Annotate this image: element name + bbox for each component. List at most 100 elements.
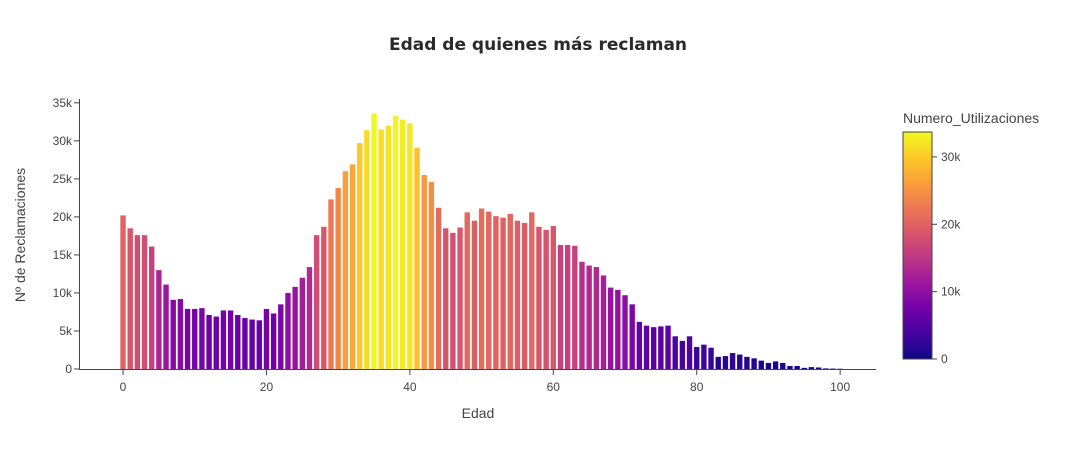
bar[interactable] — [751, 358, 757, 369]
bar[interactable] — [529, 212, 535, 369]
bar[interactable] — [658, 326, 664, 369]
bar[interactable] — [543, 229, 549, 369]
bar[interactable] — [192, 308, 198, 369]
bar[interactable] — [808, 367, 815, 369]
colorbar: 0 10k 20k 30k — [902, 131, 961, 366]
bar[interactable] — [392, 115, 399, 369]
bar[interactable] — [665, 325, 671, 369]
bar[interactable] — [557, 245, 564, 369]
bar[interactable] — [443, 228, 449, 369]
bar[interactable] — [694, 346, 700, 369]
bar[interactable] — [378, 129, 384, 369]
bar[interactable] — [794, 365, 800, 369]
bar[interactable] — [758, 360, 764, 369]
bar[interactable] — [464, 212, 470, 369]
bar[interactable] — [292, 286, 298, 369]
bar[interactable] — [636, 321, 643, 369]
bar[interactable] — [356, 143, 363, 369]
bar[interactable] — [643, 325, 650, 369]
bar[interactable] — [206, 315, 212, 369]
bar[interactable] — [163, 284, 169, 369]
bar[interactable] — [421, 175, 427, 369]
bar[interactable] — [701, 344, 707, 369]
bar[interactable] — [629, 304, 635, 369]
bar[interactable] — [385, 125, 392, 370]
bar[interactable] — [579, 261, 585, 369]
bar[interactable] — [507, 213, 513, 369]
bar[interactable] — [134, 235, 141, 369]
bar[interactable] — [120, 215, 126, 369]
bar[interactable] — [772, 361, 779, 369]
bar[interactable] — [686, 336, 693, 369]
bar[interactable] — [787, 365, 793, 369]
bar[interactable] — [364, 130, 370, 369]
bar[interactable] — [744, 356, 750, 369]
bar[interactable] — [478, 208, 485, 369]
bar[interactable] — [615, 289, 621, 369]
bar[interactable] — [400, 119, 406, 369]
bar[interactable] — [414, 147, 420, 369]
bar[interactable] — [457, 227, 463, 369]
bar[interactable] — [737, 354, 743, 369]
bar[interactable] — [622, 295, 628, 369]
bar[interactable] — [170, 299, 176, 369]
bar[interactable] — [708, 347, 714, 369]
bar[interactable] — [564, 245, 571, 369]
bar[interactable] — [679, 340, 686, 369]
bar[interactable] — [270, 313, 277, 369]
bar[interactable] — [780, 362, 786, 369]
bar[interactable] — [199, 308, 205, 369]
bar[interactable] — [493, 216, 499, 369]
bar[interactable] — [256, 320, 262, 369]
bar[interactable] — [514, 220, 521, 369]
bar[interactable] — [349, 164, 356, 369]
bar[interactable] — [815, 367, 822, 369]
bar[interactable] — [765, 362, 772, 369]
bar[interactable] — [823, 368, 829, 369]
bar[interactable] — [371, 113, 377, 369]
bar[interactable] — [156, 270, 162, 369]
bar[interactable] — [285, 292, 291, 369]
bar[interactable] — [486, 211, 492, 369]
bar[interactable] — [521, 222, 528, 369]
bar[interactable] — [722, 356, 729, 369]
bar[interactable] — [213, 316, 219, 369]
bar[interactable] — [227, 310, 234, 369]
bar[interactable] — [342, 171, 349, 369]
bar[interactable] — [729, 353, 736, 369]
bar[interactable] — [428, 181, 435, 369]
bar[interactable] — [536, 226, 542, 369]
bar[interactable] — [184, 308, 191, 369]
bar[interactable] — [263, 308, 270, 369]
bar[interactable] — [550, 226, 556, 369]
bar[interactable] — [600, 275, 607, 369]
bar[interactable] — [500, 217, 506, 369]
bar[interactable] — [407, 123, 413, 369]
bar[interactable] — [593, 267, 600, 369]
bar[interactable] — [149, 246, 155, 369]
bar[interactable] — [801, 367, 807, 369]
bar[interactable] — [715, 356, 721, 369]
bar[interactable] — [607, 287, 614, 369]
bar[interactable] — [572, 245, 578, 369]
bar[interactable] — [127, 228, 133, 369]
bar[interactable] — [249, 319, 255, 369]
bar[interactable] — [450, 232, 456, 369]
bar[interactable] — [672, 336, 678, 369]
bar[interactable] — [242, 318, 248, 369]
bar[interactable] — [321, 226, 327, 369]
bar[interactable] — [313, 235, 320, 369]
bar[interactable] — [299, 277, 305, 369]
bar[interactable] — [471, 220, 478, 369]
bar[interactable] — [435, 207, 442, 369]
bar[interactable] — [335, 187, 341, 369]
bar[interactable] — [177, 299, 184, 369]
bar[interactable] — [306, 267, 313, 369]
bar[interactable] — [220, 310, 227, 369]
bar[interactable] — [586, 265, 592, 369]
bar[interactable] — [278, 304, 284, 369]
bar[interactable] — [651, 327, 657, 369]
bar[interactable] — [328, 199, 334, 369]
bar[interactable] — [235, 315, 241, 369]
bar[interactable] — [141, 235, 148, 369]
